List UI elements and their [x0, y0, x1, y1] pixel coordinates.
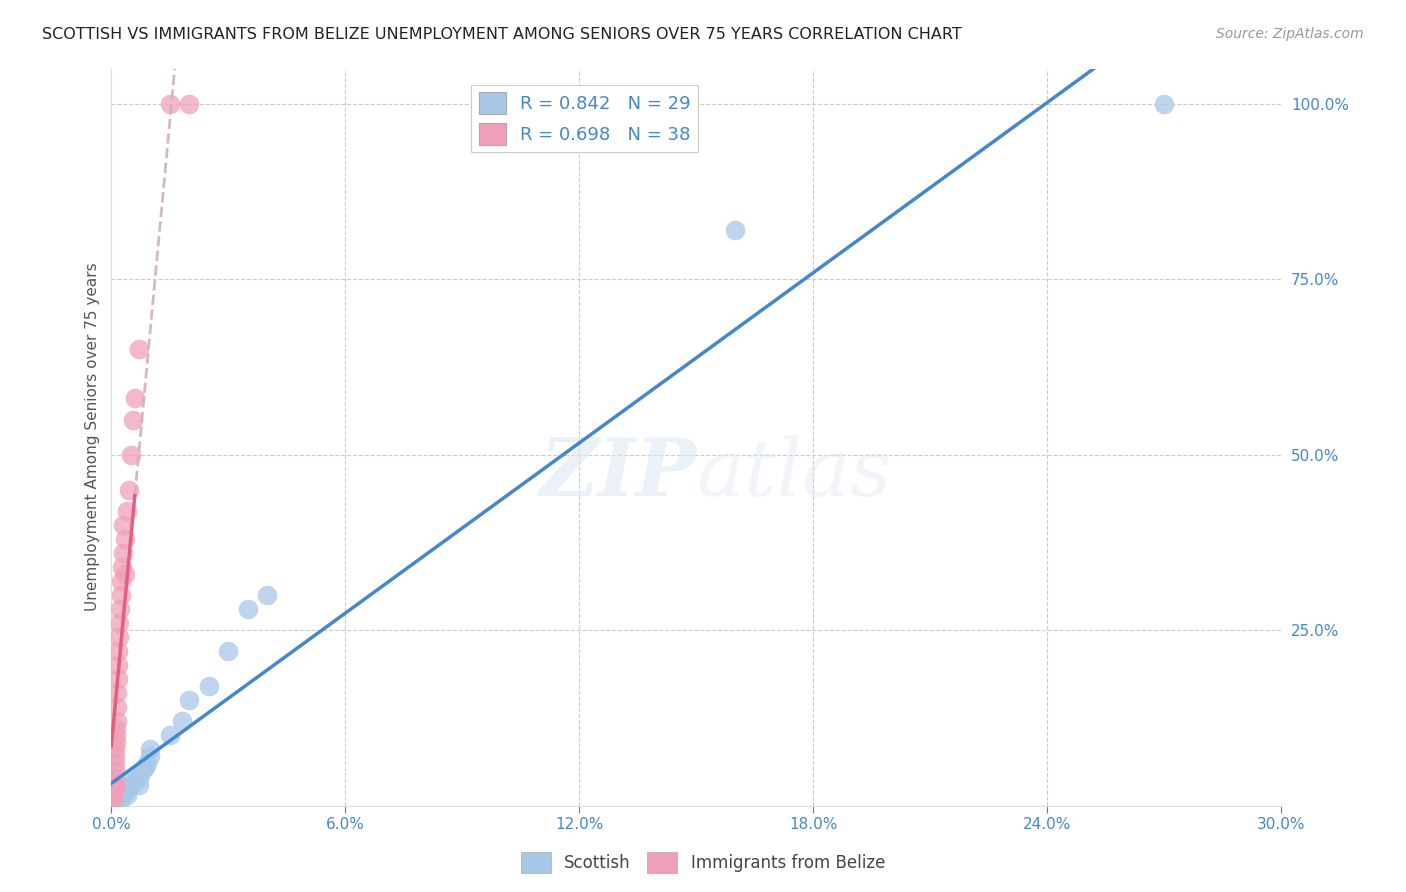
Point [105, 686, 128, 700]
Point [115, 780, 138, 795]
Point [135, 756, 157, 771]
Point [179, 693, 201, 707]
Point [104, 742, 127, 756]
Point [108, 630, 131, 644]
Point [110, 574, 132, 588]
Legend: Scottish, Immigrants from Belize: Scottish, Immigrants from Belize [515, 846, 891, 880]
Point [139, 742, 162, 756]
Legend: R = 0.842   N = 29, R = 0.698   N = 38: R = 0.842 N = 29, R = 0.698 N = 38 [471, 85, 697, 153]
Text: Source: ZipAtlas.com: Source: ZipAtlas.com [1216, 27, 1364, 41]
Point [118, 780, 141, 795]
Point [236, 602, 259, 616]
Point [115, 504, 138, 518]
Text: atlas: atlas [696, 435, 891, 513]
Point [104, 774, 127, 789]
Point [128, 771, 150, 785]
Point [108, 602, 131, 616]
Point [120, 778, 142, 792]
Point [110, 791, 132, 805]
Point [159, 728, 181, 742]
Point [105, 791, 128, 805]
Point [159, 96, 181, 111]
Point [139, 749, 162, 764]
Point [118, 483, 141, 497]
Point [134, 760, 156, 774]
Point [105, 728, 128, 742]
Point [103, 778, 125, 792]
Point [101, 791, 124, 805]
Point [124, 392, 146, 406]
Point [105, 735, 128, 749]
Point [128, 778, 150, 792]
Point [105, 700, 128, 714]
Point [107, 644, 129, 658]
Point [256, 588, 278, 602]
Point [124, 774, 146, 789]
Point [112, 780, 135, 795]
Point [112, 784, 135, 798]
Point [114, 566, 136, 581]
Point [217, 644, 239, 658]
Point [120, 771, 142, 785]
Text: SCOTTISH VS IMMIGRANTS FROM BELIZE UNEMPLOYMENT AMONG SENIORS OVER 75 YEARS CORR: SCOTTISH VS IMMIGRANTS FROM BELIZE UNEMP… [42, 27, 962, 42]
Y-axis label: Unemployment Among Seniors over 75 years: Unemployment Among Seniors over 75 years [86, 263, 100, 611]
Point [115, 788, 138, 802]
Point [104, 756, 127, 771]
Point [108, 788, 131, 802]
Point [112, 546, 135, 560]
Point [724, 223, 747, 237]
Point [108, 616, 131, 631]
Point [105, 722, 128, 736]
Point [114, 784, 136, 798]
Point [103, 784, 125, 798]
Text: ZIP: ZIP [540, 435, 696, 513]
Point [111, 560, 134, 574]
Point [103, 771, 125, 785]
Point [107, 672, 129, 686]
Point [101, 795, 124, 809]
Point [121, 412, 143, 426]
Point [107, 658, 129, 673]
Point [105, 714, 128, 729]
Point [112, 517, 135, 532]
Point [131, 764, 153, 778]
Point [120, 448, 142, 462]
Point [104, 749, 127, 764]
Point [110, 588, 132, 602]
Point [170, 714, 193, 729]
Point [104, 795, 127, 809]
Point [1153, 96, 1175, 111]
Point [114, 532, 136, 546]
Point [198, 679, 221, 693]
Point [103, 780, 125, 795]
Point [128, 343, 150, 357]
Point [179, 96, 201, 111]
Point [103, 764, 125, 778]
